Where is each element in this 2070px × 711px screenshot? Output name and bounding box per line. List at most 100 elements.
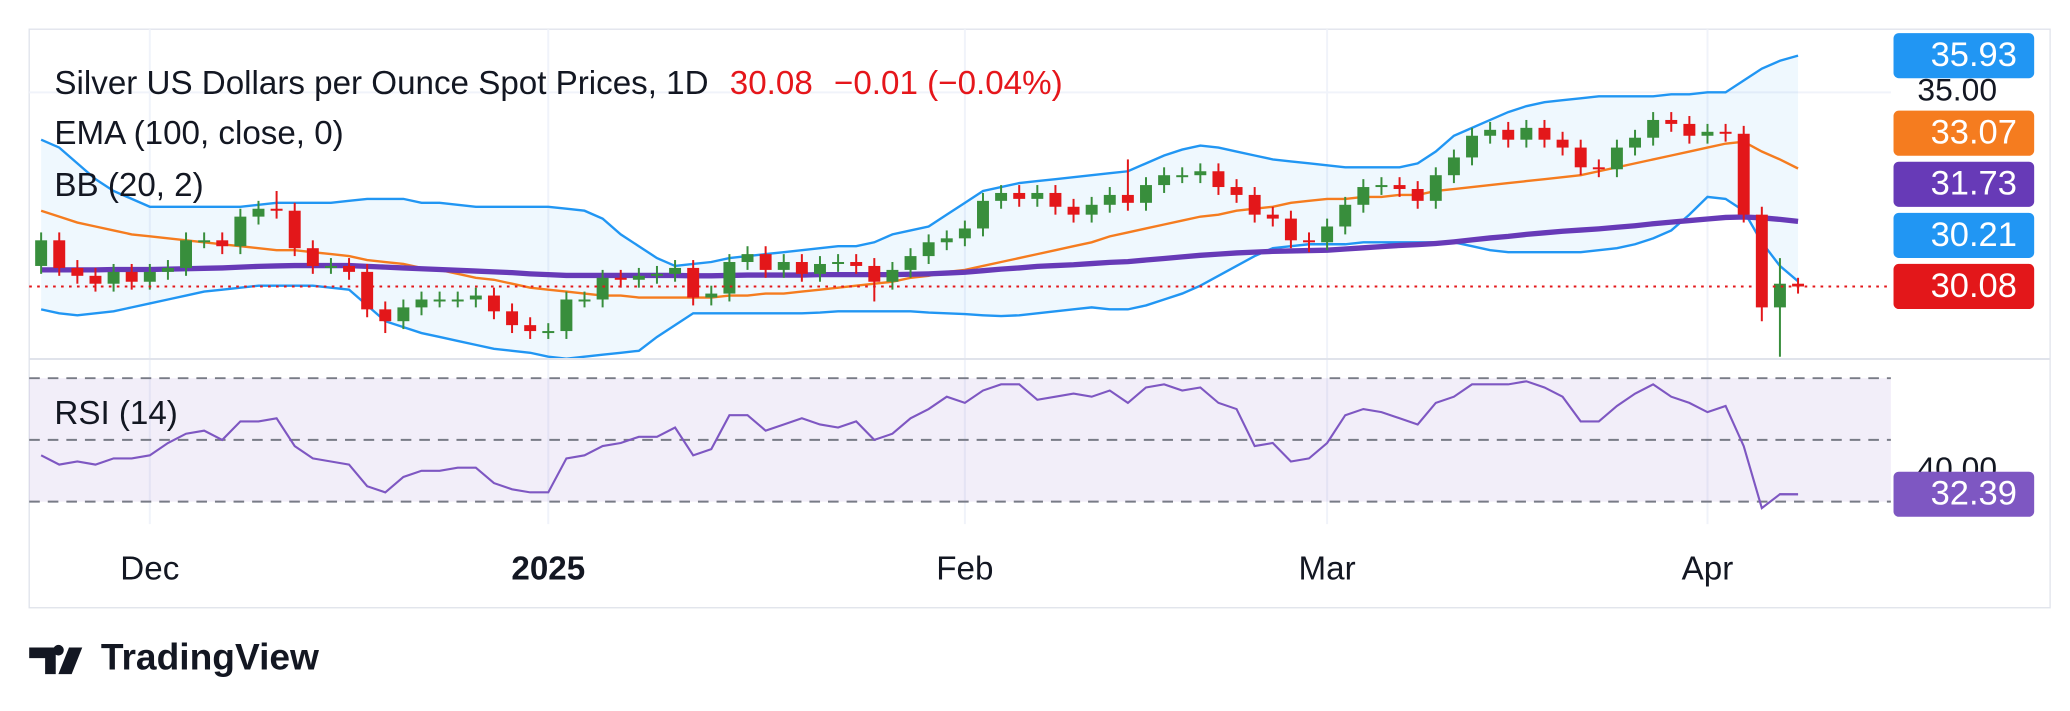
candle-body [125, 271, 138, 282]
candle-body [977, 200, 989, 229]
candle-body [1049, 192, 1062, 207]
candle-body [361, 271, 374, 310]
logo-mark [29, 644, 83, 675]
price-label: 30.21 [1931, 216, 2017, 254]
candle-body [1013, 192, 1026, 199]
back-layer [29, 29, 1891, 525]
candle-body [433, 299, 446, 302]
candle-body [922, 242, 935, 257]
candle-body [1647, 119, 1660, 138]
candle-body [632, 275, 645, 280]
candle-body [1755, 214, 1768, 308]
candle-body [107, 271, 120, 284]
candle-body [850, 262, 863, 266]
change: −0.01 [834, 65, 918, 102]
candle-body [1375, 185, 1388, 188]
candle-body [180, 240, 193, 268]
candle-body [324, 265, 337, 268]
bb-basis [40, 140, 1799, 299]
candle-body [1339, 204, 1352, 227]
change-percent: (−0.04%) [927, 65, 1062, 102]
candle-body [1610, 147, 1623, 170]
ema-legend: EMA (100, close, 0) [54, 115, 343, 152]
candle-body [1701, 131, 1714, 136]
price-legend: Silver US Dollars per Ounce Spot Prices,… [54, 65, 1062, 102]
candle-body [234, 216, 247, 247]
candle-body [198, 240, 211, 243]
candle-body [53, 240, 66, 268]
front-layer: Dec 2025 Feb Mar Apr35.0040.0035.9333.0731.7… [120, 33, 2035, 587]
candle-body [795, 262, 808, 274]
candle-body [524, 325, 537, 332]
price-label-box [1893, 212, 2035, 258]
candle-body [451, 299, 464, 302]
rsi-label-box [1893, 471, 2035, 517]
candle-body [1158, 175, 1171, 186]
candle-body [71, 267, 84, 276]
candle-body [560, 299, 573, 332]
candle-body [270, 208, 283, 211]
candle-body [1520, 127, 1533, 140]
price-label: 31.73 [1931, 165, 2017, 203]
price-label-box [1893, 263, 2035, 310]
candle-body [705, 293, 718, 298]
bb-legend: BB (20, 2) [54, 167, 203, 204]
candle-body [1538, 127, 1551, 140]
x-tick-label: Mar [1299, 550, 1356, 587]
candle-body [1266, 214, 1279, 219]
price-label-box [1893, 161, 2035, 207]
bb-upper [40, 54, 1799, 268]
candle-body [777, 262, 790, 270]
candle-body [379, 309, 392, 322]
price-label: 35.93 [1931, 36, 2017, 74]
candle-body [832, 262, 845, 265]
candle-body [1176, 175, 1189, 178]
x-tick-label: Dec [120, 550, 179, 587]
last-price: 30.08 [730, 65, 813, 102]
candle-body [216, 240, 229, 247]
ema-line [41, 214, 1799, 279]
candle-body [1230, 187, 1243, 195]
candle-body [958, 228, 971, 239]
candle-body [614, 277, 627, 280]
candle-body [1321, 226, 1334, 243]
brand-name: TradingView [101, 635, 319, 677]
candle-body [343, 265, 356, 272]
candle-body [1502, 129, 1515, 140]
candle-body [469, 295, 482, 300]
candle-body [1792, 283, 1805, 287]
candle-body [1556, 139, 1569, 148]
rsi-label: 32.39 [1931, 475, 2017, 513]
candle-body [1629, 137, 1642, 148]
candle-body [1719, 131, 1732, 134]
candle-body [1067, 206, 1080, 215]
candle-body [143, 271, 156, 282]
chart-frame [28, 28, 2051, 609]
candle-body [687, 267, 700, 298]
candle-body [868, 265, 881, 282]
candle-body [904, 256, 917, 270]
candle-body [814, 263, 826, 274]
candle-body [886, 269, 899, 282]
candle-body [669, 267, 682, 274]
candle-body [940, 238, 953, 243]
candle-body [1031, 192, 1044, 199]
candle-body [1248, 194, 1261, 215]
candle-body [415, 299, 428, 308]
candle-body [1303, 240, 1315, 243]
rsi-legend: RSI (14) [54, 395, 177, 432]
candle-body [306, 248, 319, 266]
rsi-line [40, 380, 1799, 510]
candle-body [1140, 185, 1152, 203]
candle-body [596, 277, 609, 300]
candle-body [397, 307, 410, 322]
price-label: 30.08 [1931, 267, 2017, 305]
candle-body [1357, 187, 1370, 205]
candle-body [252, 208, 265, 217]
x-tick-label: 2025 [511, 550, 585, 587]
candle-body [1284, 218, 1297, 241]
candle-body [89, 275, 102, 284]
candle-body [578, 299, 591, 302]
price-label-box [1893, 110, 2035, 156]
price-label-box [1893, 33, 2035, 79]
